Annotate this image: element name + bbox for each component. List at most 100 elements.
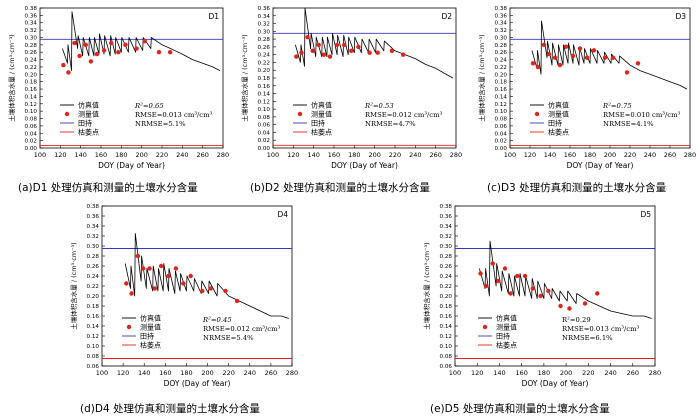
y-tick-label: 0.08 [495, 117, 508, 123]
x-tick-label: 120 [471, 369, 483, 377]
legend-swatch-measured [297, 111, 303, 117]
measured-point [305, 34, 310, 40]
y-tick-label: 0.26 [440, 264, 453, 270]
y-tick-label: 0.12 [87, 334, 99, 340]
y-axis-title: 土壤体积含水量 / (cm³·cm⁻³) [69, 242, 78, 329]
chart-panel-D4: 0.06 0.08 0.10 0.12 0.14 0.16 0.18 0.20 0.22 0.24… [69, 204, 298, 388]
y-tick-label: 0.18 [87, 304, 100, 310]
x-tick-label: 120 [524, 151, 536, 159]
x-tick-label: 260 [627, 369, 639, 377]
y-tick-label: 0.28 [495, 43, 508, 49]
y-tick-label: 0.20 [87, 294, 100, 300]
x-axis-title: DOY (Day of Year) [331, 161, 398, 170]
y-axis-title: 土壤体积含水量 / (cm³·cm⁻³) [422, 242, 431, 329]
caption-c: (c)D3 处理仿真和测量的土壤水分含量 [487, 182, 667, 194]
y-tick-label: 0.16 [87, 314, 100, 320]
y-tick-label: 0.30 [495, 35, 508, 41]
y-tick-label: 0.12 [440, 334, 452, 340]
y-tick-label: 0.38 [87, 204, 100, 210]
y-tick-label: 0.06 [440, 364, 453, 370]
measured-point [538, 293, 543, 299]
y-tick-label: 0.22 [495, 65, 507, 71]
x-tick-label: 100 [449, 369, 461, 377]
panel-label: D2 [441, 12, 452, 21]
y-tick-label: 0.38 [440, 204, 453, 210]
measured-point [234, 298, 240, 304]
y-tick-label: 0.32 [495, 28, 507, 34]
x-tick-label: 160 [95, 151, 107, 159]
measured-point [167, 50, 173, 55]
x-tick-label: 200 [604, 151, 616, 159]
y-tick-label: 0.10 [258, 107, 271, 113]
x-tick-label: 180 [115, 151, 127, 159]
measured-point [108, 40, 114, 46]
measured-point [496, 278, 501, 284]
measured-point [546, 51, 552, 57]
measured-point [77, 53, 82, 59]
measured-point [310, 48, 315, 53]
x-tick-label: 180 [348, 151, 360, 159]
measured-point [552, 55, 558, 60]
x-tick-label: 200 [201, 369, 213, 377]
y-tick-label: 0.22 [87, 284, 99, 290]
x-tick-label: 140 [138, 369, 150, 377]
stat-label: RMSE=0.013 cm³/cm³ [562, 325, 640, 333]
caption-d: (d)D4 处理仿真和测量的土壤水分含量 [80, 403, 260, 415]
measured-point [563, 44, 569, 49]
measured-point [208, 286, 213, 291]
measured-point [156, 50, 162, 55]
x-tick-label: 200 [135, 151, 147, 159]
measured-point [152, 286, 157, 291]
x-tick-label: 100 [504, 151, 516, 159]
measured-point [129, 291, 134, 296]
measured-point [321, 52, 327, 57]
y-tick-label: 0.26 [258, 45, 271, 51]
stat-label: NRMSE=6.1% [562, 334, 613, 342]
measured-point [558, 303, 563, 309]
legend-label: 测量值 [496, 323, 517, 332]
y-tick-label: 0.06 [258, 123, 271, 129]
x-tick-label: 200 [560, 369, 572, 377]
measured-point [349, 48, 354, 53]
y-tick-label: 0.24 [87, 274, 100, 280]
simulated-series-line [62, 11, 221, 71]
x-tick-label: 100 [267, 151, 279, 159]
x-axis-title: DOY (Day of Year) [567, 161, 634, 170]
x-tick-label: 260 [429, 151, 441, 159]
measured-point [570, 53, 576, 59]
y-tick-label: 0.30 [87, 244, 100, 250]
y-tick-label: 0.30 [440, 244, 453, 250]
x-tick-label: 220 [156, 151, 168, 159]
y-tick-label: 0.34 [87, 224, 100, 230]
legend-label: 枯萎点 [496, 341, 517, 350]
measured-point [515, 273, 520, 279]
y-tick-label: 0.22 [258, 60, 270, 66]
y-tick-label: 0.16 [495, 87, 508, 93]
y-tick-label: 0.04 [25, 131, 38, 137]
measured-point [72, 40, 77, 46]
x-tick-label: 240 [604, 369, 616, 377]
stat-label: RMSE=0.012 cm³/cm³ [203, 325, 281, 333]
measured-point [508, 291, 513, 296]
measured-point [367, 50, 372, 55]
legend-label: 枯萎点 [78, 128, 99, 137]
measured-point [61, 62, 66, 68]
measured-point [557, 62, 563, 68]
y-axis-title: 土壤体积含水量 / (cm³·cm⁻³) [240, 34, 249, 121]
chart-panel-D3: 0.000.02 0.040.060.08 0.100.12 0.140.160.18… [477, 6, 696, 170]
legend-label: 田持 [78, 119, 92, 128]
measured-point [375, 50, 380, 55]
y-tick-label: 0.10 [495, 109, 508, 115]
measured-point [142, 38, 147, 44]
panel-label: D5 [640, 210, 651, 219]
y-tick-label: 0.08 [440, 354, 453, 360]
legend-swatch-measured [64, 111, 70, 117]
y-tick-label: 0.32 [25, 28, 37, 34]
y-tick-label: 0.02 [495, 139, 507, 145]
measured-point [166, 273, 171, 279]
measured-point [490, 261, 495, 266]
y-tick-label: 0.24 [25, 58, 38, 64]
x-tick-label: 140 [74, 151, 86, 159]
legend-swatch-measured [126, 324, 132, 330]
y-tick-label: 0.14 [25, 94, 38, 100]
